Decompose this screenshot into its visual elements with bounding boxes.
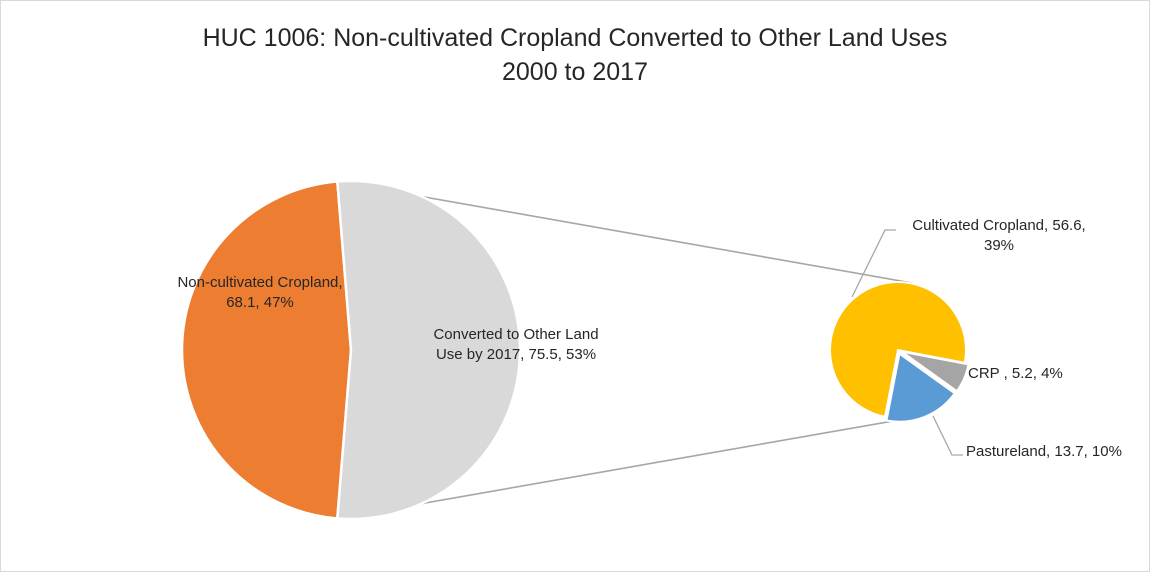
leader-line-cultivated-cropland: [851, 229, 896, 298]
chart-title: HUC 1006: Non-cultivated Cropland Conver…: [202, 24, 948, 52]
pie-slice-pastureland: [885, 351, 957, 423]
data-label-non-cultivated-cropland: Non-cultivated Cropland, 68.1, 47%: [177, 274, 342, 311]
data-label-pastureland: Pastureland, 13.7, 10%: [966, 443, 1122, 460]
leader-line-pastureland: [932, 415, 963, 456]
pie-slice-converted-to-other-land-use: [335, 179, 522, 521]
chart-subtitle: 2000 to 2017: [502, 58, 648, 86]
pie-slice-non-cultivated-cropland: [180, 180, 353, 520]
connector-line-bottom: [337, 417, 911, 520]
pie-slice-cultivated-cropland: [829, 281, 967, 418]
data-label-cultivated-cropland: Cultivated Cropland, 56.6, 39%: [912, 217, 1085, 254]
data-label-converted-to-other-land-use: Converted to Other Land Use by 2017, 75.5…: [433, 326, 598, 363]
pie-slice-crp: [901, 350, 970, 393]
connector-line-top: [337, 180, 913, 284]
data-label-crp: CRP , 5.2, 4%: [968, 365, 1063, 382]
